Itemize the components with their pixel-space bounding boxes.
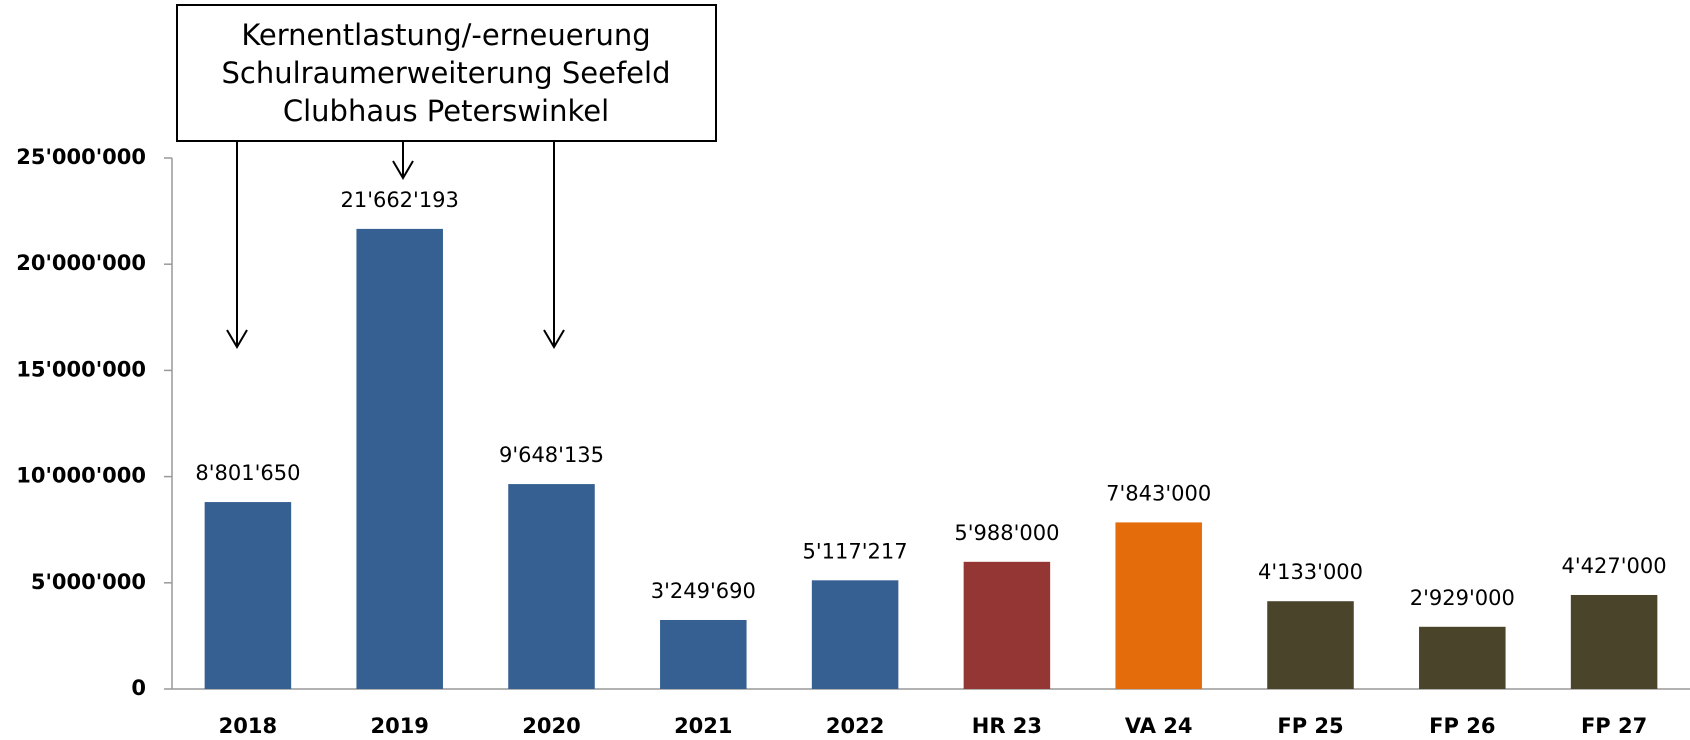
y-tick-label: 5'000'000 (31, 570, 146, 594)
bar (356, 228, 443, 689)
bar (811, 580, 899, 689)
value-label: 7'843'000 (1106, 481, 1211, 505)
y-tick-label: 10'000'000 (16, 464, 146, 488)
value-label: 5'117'217 (803, 539, 908, 563)
x-tick-label: 2020 (522, 714, 580, 738)
value-label: 2'929'000 (1410, 586, 1515, 610)
x-tick-label: FP 26 (1429, 714, 1495, 738)
annotation-line: Kernentlastung/-erneuerung (241, 18, 650, 52)
arrow (392, 141, 414, 180)
annotation-line: Schulraumerweiterung Seefeld (221, 56, 670, 90)
bar (1115, 522, 1202, 689)
x-tick-label: 2022 (826, 714, 884, 738)
y-tick-label: 20'000'000 (16, 251, 146, 275)
y-tick-label: 0 (131, 676, 146, 700)
x-tick-label: 2019 (370, 714, 428, 738)
x-tick-label: 2021 (674, 714, 732, 738)
value-label: 5'988'000 (954, 521, 1059, 545)
arrow (543, 141, 565, 349)
arrows (226, 141, 565, 349)
bar (508, 484, 595, 689)
x-tick-label: HR 23 (972, 714, 1042, 738)
bar (204, 502, 292, 689)
value-label: 9'648'135 (499, 443, 604, 467)
annotation-line: Clubhaus Peterswinkel (283, 94, 609, 128)
x-tick-label: VA 24 (1125, 714, 1193, 738)
value-label: 4'427'000 (1562, 554, 1667, 578)
y-tick-label: 15'000'000 (16, 357, 146, 381)
bar (963, 561, 1051, 689)
x-tick-label: FP 25 (1277, 714, 1343, 738)
value-label: 3'249'690 (651, 579, 756, 603)
value-label: 4'133'000 (1258, 560, 1363, 584)
value-label: 8'801'650 (195, 461, 300, 485)
value-label: 21'662'193 (340, 188, 458, 212)
bar (660, 619, 747, 689)
annotation-box (176, 4, 717, 142)
x-tick-label: 2018 (219, 714, 277, 738)
bar (1419, 626, 1506, 689)
arrow (226, 141, 248, 349)
bar (1267, 601, 1354, 689)
y-tick-label: 25'000'000 (16, 145, 146, 169)
x-tick-label: FP 27 (1581, 714, 1647, 738)
bar (1570, 594, 1658, 689)
